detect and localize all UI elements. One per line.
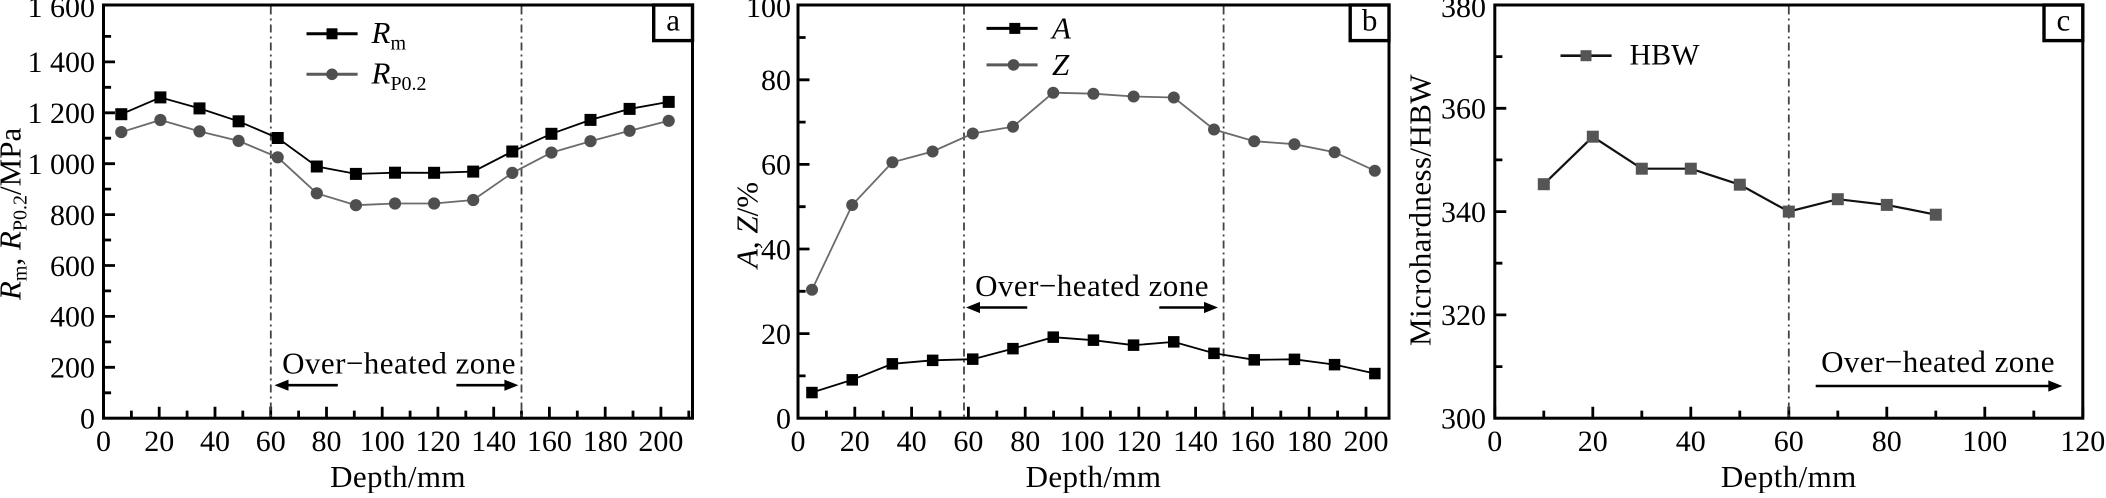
svg-text:c: c — [2057, 3, 2071, 38]
svg-text:0: 0 — [96, 425, 111, 458]
svg-text:160: 160 — [527, 425, 572, 458]
svg-text:0: 0 — [80, 403, 95, 436]
svg-text:160: 160 — [1230, 425, 1275, 458]
svg-text:Depth/mm: Depth/mm — [1026, 459, 1162, 493]
svg-text:300: 300 — [1441, 403, 1486, 436]
svg-text:80: 80 — [1872, 425, 1902, 458]
svg-text:60: 60 — [1774, 425, 1804, 458]
svg-text:180: 180 — [583, 425, 628, 458]
svg-text:40: 40 — [1676, 425, 1706, 458]
svg-text:0: 0 — [1487, 425, 1502, 458]
svg-text:40: 40 — [200, 425, 230, 458]
svg-text:20: 20 — [144, 425, 174, 458]
svg-text:60: 60 — [761, 149, 791, 182]
svg-text:380: 380 — [1441, 0, 1486, 24]
svg-text:140: 140 — [1173, 425, 1218, 458]
svg-text:Over−heated zone: Over−heated zone — [1821, 344, 2055, 379]
svg-text:20: 20 — [1578, 425, 1608, 458]
svg-text:Microhardness/HBW: Microhardness/HBW — [1403, 74, 1438, 346]
svg-text:Rm: Rm — [371, 15, 407, 55]
svg-text:200: 200 — [50, 352, 95, 385]
svg-text:RP0.2: RP0.2 — [371, 56, 427, 96]
svg-text:340: 340 — [1441, 196, 1486, 229]
svg-text:Z: Z — [1052, 47, 1070, 82]
svg-text:100: 100 — [1060, 425, 1105, 458]
svg-text:40: 40 — [761, 233, 791, 266]
svg-text:A, Z/%: A, Z/% — [730, 182, 765, 270]
svg-text:180: 180 — [1287, 425, 1332, 458]
svg-text:360: 360 — [1441, 93, 1486, 126]
svg-text:HBW: HBW — [1630, 39, 1701, 72]
svg-text:400: 400 — [50, 301, 95, 334]
svg-text:100: 100 — [1962, 425, 2007, 458]
svg-text:200: 200 — [1344, 425, 1389, 458]
svg-text:80: 80 — [1010, 425, 1040, 458]
svg-text:120: 120 — [415, 425, 460, 458]
svg-text:600: 600 — [50, 250, 95, 283]
svg-text:100: 100 — [360, 425, 405, 458]
svg-text:Over−heated zone: Over−heated zone — [975, 268, 1209, 303]
svg-text:a: a — [666, 3, 680, 38]
svg-text:20: 20 — [761, 318, 791, 351]
svg-text:1 600: 1 600 — [28, 0, 96, 24]
svg-text:Depth/mm: Depth/mm — [1721, 459, 1857, 493]
svg-text:b: b — [1362, 3, 1378, 38]
svg-text:200: 200 — [638, 425, 683, 458]
svg-text:0: 0 — [776, 403, 791, 436]
svg-text:80: 80 — [312, 425, 342, 458]
svg-text:Over−heated zone: Over−heated zone — [282, 346, 516, 381]
svg-text:60: 60 — [953, 425, 983, 458]
svg-text:0: 0 — [791, 425, 806, 458]
svg-text:1 200: 1 200 — [28, 97, 96, 130]
svg-text:20: 20 — [840, 425, 870, 458]
svg-text:1 000: 1 000 — [28, 148, 96, 181]
svg-text:140: 140 — [471, 425, 516, 458]
svg-text:120: 120 — [2060, 425, 2105, 458]
svg-text:80: 80 — [761, 64, 791, 97]
svg-text:120: 120 — [1116, 425, 1161, 458]
svg-text:40: 40 — [897, 425, 927, 458]
svg-text:1 400: 1 400 — [28, 46, 96, 79]
svg-text:Rm, RP0.2/MPa: Rm, RP0.2/MPa — [0, 128, 32, 301]
svg-text:Depth/mm: Depth/mm — [330, 459, 466, 493]
svg-text:60: 60 — [256, 425, 286, 458]
svg-text:A: A — [1050, 10, 1072, 45]
svg-text:320: 320 — [1441, 299, 1486, 332]
svg-text:100: 100 — [746, 0, 791, 24]
svg-text:800: 800 — [50, 199, 95, 232]
